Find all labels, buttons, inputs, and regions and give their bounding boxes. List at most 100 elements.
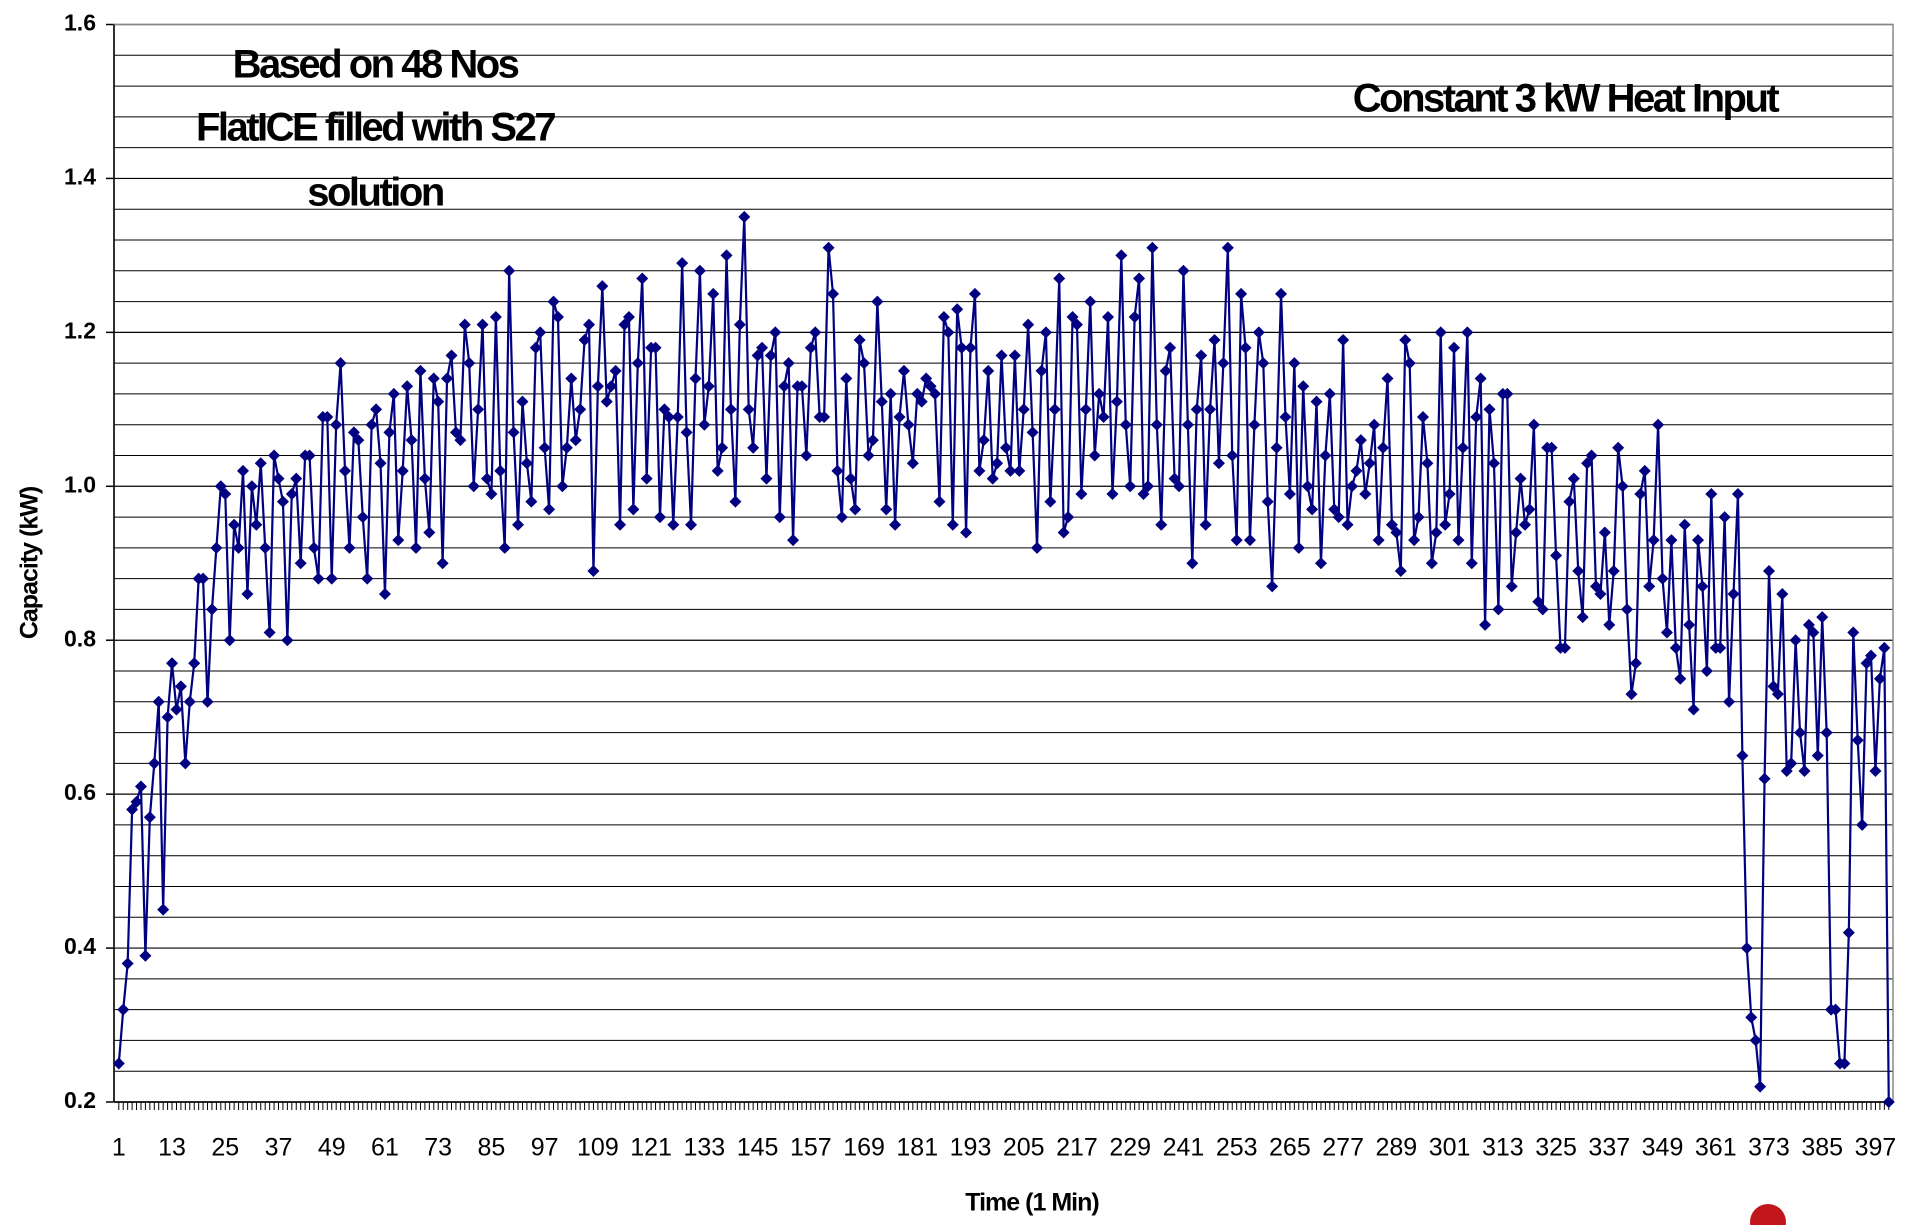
marker [1075, 487, 1088, 500]
marker [285, 487, 298, 500]
marker [1337, 334, 1350, 347]
marker [1412, 511, 1425, 524]
marker [1572, 564, 1585, 577]
marker [751, 349, 764, 362]
marker [401, 380, 414, 393]
marker [915, 395, 928, 408]
marker [1842, 926, 1855, 939]
marker [1390, 526, 1403, 539]
marker [1851, 734, 1864, 747]
marker [1097, 411, 1110, 424]
x-tick-label: 37 [265, 1134, 293, 1162]
x-tick-label: 61 [371, 1134, 399, 1162]
marker [689, 372, 702, 385]
marker [937, 310, 950, 323]
marker [339, 464, 352, 477]
marker [1776, 588, 1789, 601]
x-tick-label: 13 [158, 1134, 186, 1162]
marker [543, 503, 556, 516]
marker [1598, 526, 1611, 539]
marker [818, 411, 831, 424]
annotation: Constant 3 kW Heat Input [1353, 77, 1780, 121]
marker [1465, 557, 1478, 570]
marker [161, 711, 174, 724]
marker [1292, 541, 1305, 554]
marker [392, 534, 405, 547]
marker [1124, 480, 1137, 493]
marker [1439, 518, 1452, 531]
marker [418, 472, 431, 485]
marker [1173, 480, 1186, 493]
marker [1119, 418, 1132, 431]
marker [1062, 511, 1075, 524]
marker [884, 387, 897, 400]
marker [223, 634, 236, 647]
marker [662, 411, 675, 424]
marker [693, 264, 706, 277]
marker [933, 495, 946, 508]
x-tick-label: 109 [577, 1134, 619, 1162]
marker [534, 326, 547, 339]
marker [906, 457, 919, 470]
marker [1470, 411, 1483, 424]
marker [1235, 287, 1248, 300]
marker [378, 588, 391, 601]
marker [1505, 580, 1518, 593]
marker [494, 464, 507, 477]
marker [1807, 626, 1820, 639]
marker [183, 695, 196, 708]
marker [1026, 426, 1039, 439]
marker [174, 680, 187, 693]
y-tick-label: 0.8 [64, 625, 96, 651]
marker [245, 480, 258, 493]
marker [1443, 487, 1456, 500]
marker [942, 326, 955, 339]
marker [1195, 349, 1208, 362]
marker [716, 441, 729, 454]
marker [1248, 418, 1261, 431]
marker [166, 657, 179, 670]
marker [1576, 611, 1589, 624]
marker [685, 518, 698, 531]
marker [1785, 757, 1798, 770]
marker [1181, 418, 1194, 431]
marker [1607, 564, 1620, 577]
x-tick-label: 325 [1535, 1134, 1577, 1162]
marker [968, 287, 981, 300]
marker [498, 541, 511, 554]
marker [1332, 511, 1345, 524]
marker [902, 418, 915, 431]
marker [1066, 310, 1079, 323]
marker [312, 572, 325, 585]
marker [1731, 487, 1744, 500]
marker [1860, 657, 1873, 670]
marker [609, 364, 622, 377]
marker [764, 349, 777, 362]
marker [711, 464, 724, 477]
marker [605, 380, 618, 393]
marker [432, 395, 445, 408]
marker [1133, 272, 1146, 285]
marker [112, 1057, 125, 1070]
marker [1585, 449, 1598, 462]
logo [1750, 1204, 1786, 1225]
marker [1403, 357, 1416, 370]
marker [1452, 534, 1465, 547]
marker [1479, 618, 1492, 631]
marker [427, 372, 440, 385]
marker [1652, 418, 1665, 431]
marker [986, 472, 999, 485]
marker [1656, 572, 1669, 585]
marker [1093, 387, 1106, 400]
marker [920, 372, 933, 385]
marker [1745, 1011, 1758, 1024]
marker [1328, 503, 1341, 516]
marker [414, 364, 427, 377]
marker [1749, 1034, 1762, 1047]
marker [1527, 418, 1540, 431]
annotation: Based on 48 Nos [233, 43, 519, 87]
marker [188, 657, 201, 670]
marker [1301, 480, 1314, 493]
marker [1798, 765, 1811, 778]
marker [1377, 441, 1390, 454]
